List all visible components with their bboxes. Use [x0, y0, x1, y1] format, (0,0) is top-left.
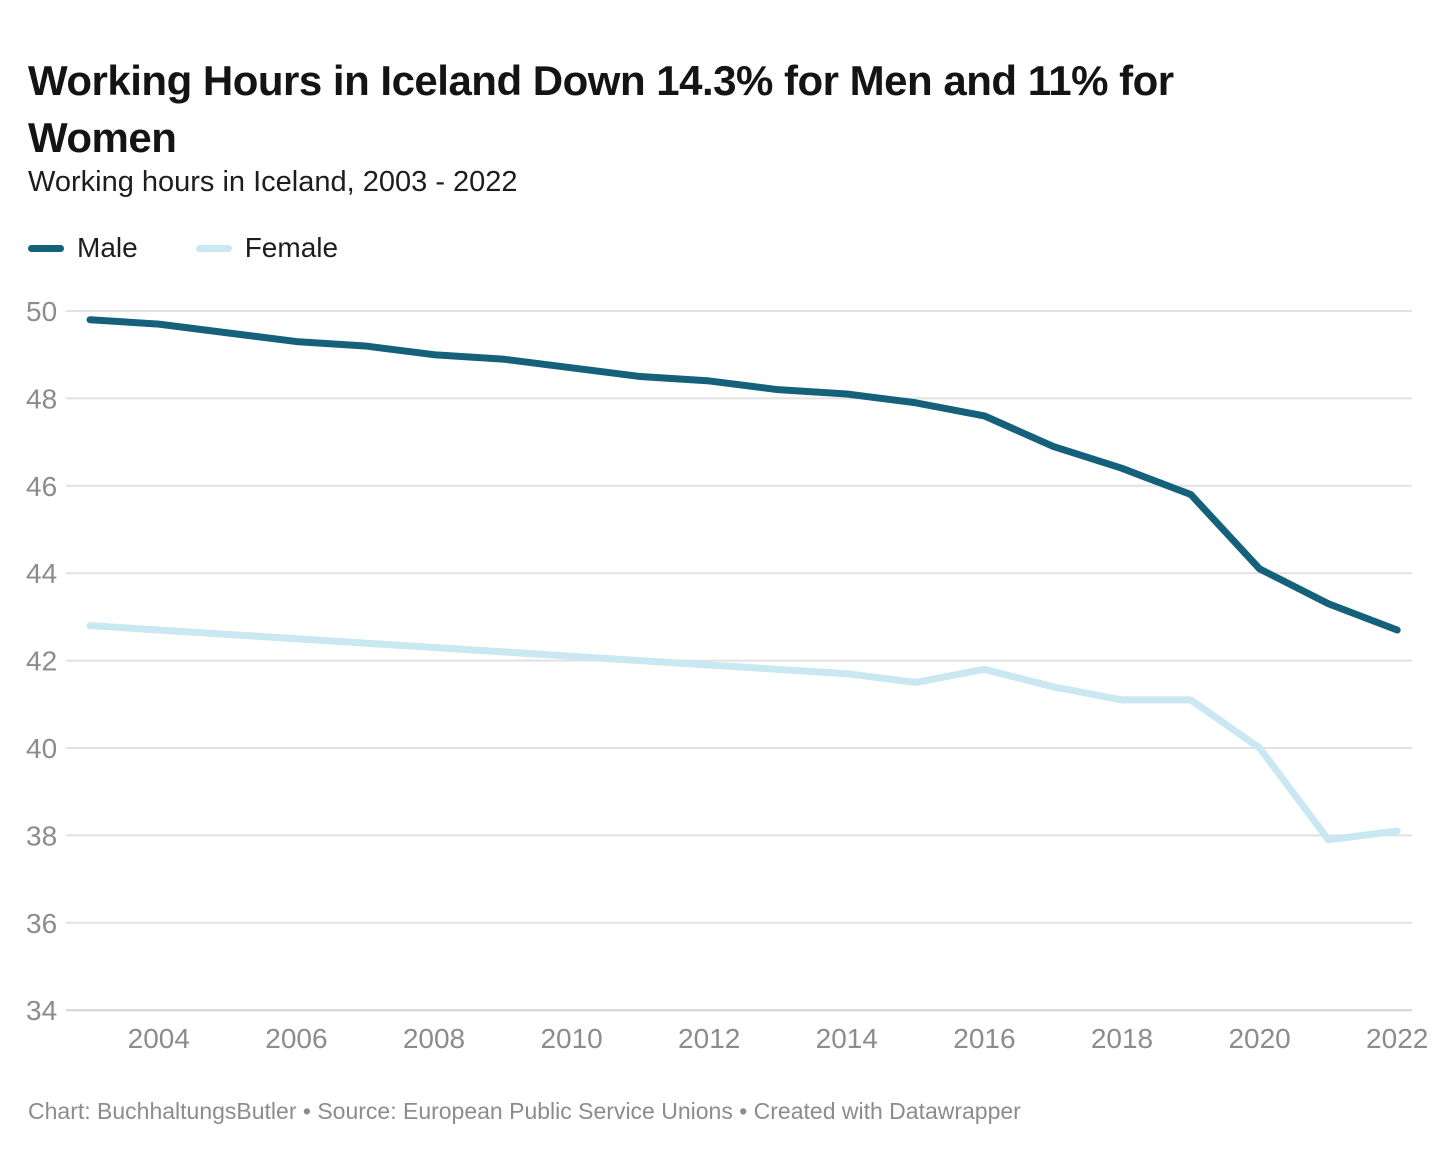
- y-tick-label: 48: [26, 383, 57, 414]
- y-tick-label: 38: [26, 820, 57, 851]
- x-tick-label: 2014: [816, 1023, 878, 1054]
- y-tick-label: 42: [26, 646, 57, 677]
- y-tick-label: 40: [26, 733, 57, 764]
- y-tick-label: 44: [26, 558, 57, 589]
- chart-attribution: Chart: BuchhaltungsButler • Source: Euro…: [28, 1098, 1021, 1124]
- male-line: [86, 316, 1401, 634]
- x-tick-label: 2020: [1228, 1023, 1290, 1054]
- female-line: [86, 622, 1401, 844]
- female-line-swatch: [195, 244, 232, 252]
- legend: Male Female: [28, 232, 338, 264]
- x-tick-label: 2006: [265, 1023, 327, 1054]
- legend-item-female: Female: [195, 232, 339, 264]
- x-tick-label: 2010: [540, 1023, 602, 1054]
- y-tick-label: 46: [26, 471, 57, 502]
- x-tick-label: 2018: [1091, 1023, 1153, 1054]
- x-tick-label: 2012: [678, 1023, 740, 1054]
- y-tick-label: 50: [26, 296, 57, 327]
- male-line-swatch: [28, 244, 64, 252]
- x-tick-label: 2016: [953, 1023, 1015, 1054]
- legend-label-female: Female: [244, 232, 339, 263]
- x-tick-label: 2004: [128, 1023, 190, 1054]
- chart-subtitle: Working hours in Iceland, 2003 - 2022: [28, 166, 518, 198]
- legend-label-male: Male: [77, 232, 138, 263]
- page-title: Working Hours in Iceland Down 14.3% for …: [28, 57, 1174, 162]
- x-tick-label: 2022: [1366, 1023, 1428, 1054]
- y-tick-label: 36: [26, 908, 57, 939]
- legend-item-male: Male: [28, 232, 138, 264]
- y-tick-label: 34: [26, 995, 57, 1026]
- x-tick-label: 2008: [403, 1023, 465, 1054]
